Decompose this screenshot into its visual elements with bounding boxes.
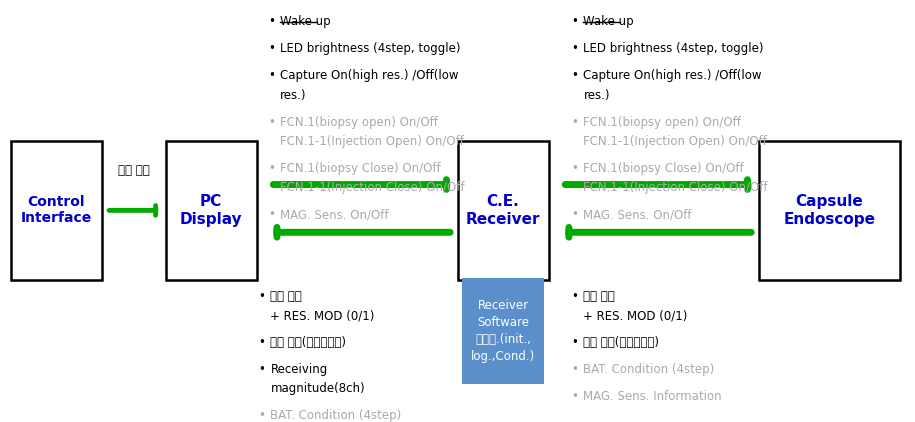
Text: •: • <box>572 70 578 82</box>
Text: LED brightness (4step, toggle): LED brightness (4step, toggle) <box>280 42 460 55</box>
Text: FCN.1-1(Injection Open) On/Off: FCN.1-1(Injection Open) On/Off <box>584 135 768 148</box>
Text: •: • <box>572 42 578 55</box>
Text: Capture On(high res.) /Off(low: Capture On(high res.) /Off(low <box>584 70 762 82</box>
Text: Capsule
Endoscope: Capsule Endoscope <box>783 194 876 227</box>
Text: MAG. Sens. On/Off: MAG. Sens. On/Off <box>280 208 388 221</box>
Text: •: • <box>572 363 578 376</box>
Text: res.): res.) <box>280 89 307 102</box>
Text: FCN.1-1(Injection Close) On/Off: FCN.1-1(Injection Close) On/Off <box>280 181 464 194</box>
Text: •: • <box>268 15 274 28</box>
Text: •: • <box>572 162 578 175</box>
Text: •: • <box>572 15 578 28</box>
Text: Wake up: Wake up <box>584 15 634 28</box>
Text: BAT. Condition (4step): BAT. Condition (4step) <box>271 409 402 422</box>
Text: FCN.1(biopsy Close) On/Off: FCN.1(biopsy Close) On/Off <box>280 162 440 175</box>
Text: FCN.1-1(Injection Close) On/Off: FCN.1-1(Injection Close) On/Off <box>584 181 768 194</box>
FancyBboxPatch shape <box>10 141 102 280</box>
Text: PC
Display: PC Display <box>180 194 242 227</box>
Text: •: • <box>259 290 265 303</box>
Text: •: • <box>259 336 265 349</box>
Text: Receiving: Receiving <box>271 363 328 376</box>
Text: BAT. Condition (4step): BAT. Condition (4step) <box>584 363 715 376</box>
Text: 영상 정보: 영상 정보 <box>271 290 302 303</box>
Text: 영상 정보: 영상 정보 <box>584 290 615 303</box>
Text: FCN.1-1(Injection Open) On/Off: FCN.1-1(Injection Open) On/Off <box>280 135 464 148</box>
Text: Receiver
Software
별도로.(init.,
log.,Cond.): Receiver Software 별도로.(init., log.,Cond.… <box>471 299 535 363</box>
Text: + RES. MOD (0/1): + RES. MOD (0/1) <box>271 309 375 322</box>
FancyBboxPatch shape <box>166 141 257 280</box>
Text: LED brightness (4step, toggle): LED brightness (4step, toggle) <box>584 42 764 55</box>
Text: FCN.1(biopsy open) On/Off: FCN.1(biopsy open) On/Off <box>584 116 741 129</box>
Text: •: • <box>259 409 265 422</box>
Text: FCN.1(biopsy open) On/Off: FCN.1(biopsy open) On/Off <box>280 116 437 129</box>
Text: •: • <box>268 162 274 175</box>
Text: •: • <box>259 363 265 376</box>
FancyBboxPatch shape <box>759 141 900 280</box>
FancyBboxPatch shape <box>458 141 549 280</box>
Text: Capture On(high res.) /Off(low: Capture On(high res.) /Off(low <box>280 70 458 82</box>
Text: •: • <box>572 336 578 349</box>
Text: res.): res.) <box>584 89 610 102</box>
Text: •: • <box>572 290 578 303</box>
Text: MAG. Sens. On/Off: MAG. Sens. On/Off <box>584 208 692 221</box>
Text: •: • <box>268 208 274 221</box>
Text: •: • <box>572 208 578 221</box>
Text: MAG. Sens. Information: MAG. Sens. Information <box>584 390 722 403</box>
Text: 에러 코드(송수신불량): 에러 코드(송수신불량) <box>584 336 660 349</box>
Text: •: • <box>572 390 578 403</box>
Text: FCN.1(biopsy Close) On/Off: FCN.1(biopsy Close) On/Off <box>584 162 744 175</box>
Text: Wake up: Wake up <box>280 15 330 28</box>
Text: •: • <box>572 116 578 129</box>
Text: C.E.
Receiver: C.E. Receiver <box>466 194 541 227</box>
Text: + RES. MOD (0/1): + RES. MOD (0/1) <box>584 309 688 322</box>
Text: •: • <box>268 116 274 129</box>
Text: Control
Interface: Control Interface <box>20 195 92 225</box>
Text: •: • <box>268 70 274 82</box>
Text: 조향 정보: 조향 정보 <box>118 164 149 176</box>
Text: 에러 코드(송수신불량): 에러 코드(송수신불량) <box>271 336 347 349</box>
Text: magnitude(8ch): magnitude(8ch) <box>271 382 365 395</box>
Text: •: • <box>268 42 274 55</box>
FancyBboxPatch shape <box>462 278 544 384</box>
